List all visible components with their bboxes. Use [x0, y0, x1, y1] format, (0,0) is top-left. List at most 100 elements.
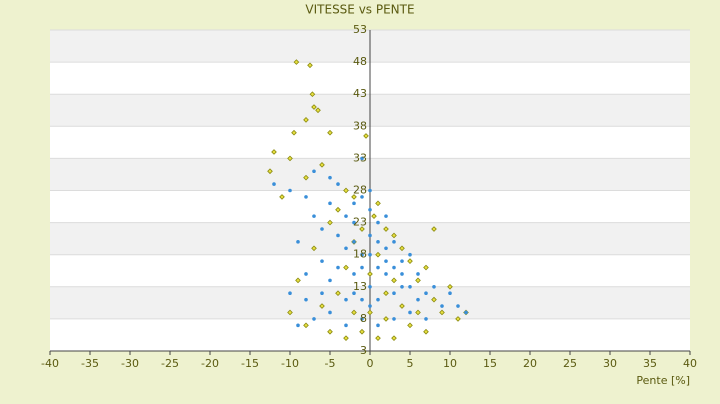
x-tick-label: -10 — [281, 357, 299, 370]
point — [399, 303, 405, 309]
point — [287, 309, 293, 316]
y-tick-label: 18 — [353, 248, 367, 261]
point — [384, 246, 388, 251]
point — [391, 232, 397, 239]
x-tick-label: -40 — [41, 357, 59, 370]
point — [431, 296, 437, 303]
point — [267, 168, 273, 175]
point — [371, 213, 377, 220]
point — [392, 265, 396, 270]
point — [383, 290, 389, 297]
x-tick-label: 5 — [407, 357, 414, 370]
y-tick-label: 3 — [360, 344, 367, 357]
point — [272, 182, 276, 186]
point — [336, 182, 340, 186]
point — [279, 194, 285, 200]
point — [336, 265, 340, 270]
x-tick-label: 0 — [367, 357, 374, 370]
point — [291, 129, 297, 136]
y-tick-label: 48 — [353, 55, 367, 68]
x-axis-label: Pente [%] — [636, 374, 690, 387]
point — [376, 220, 380, 225]
point — [431, 226, 437, 232]
point — [352, 220, 356, 225]
point — [399, 245, 405, 252]
x-tick-label: 20 — [523, 357, 537, 370]
point — [344, 214, 348, 218]
point — [416, 272, 420, 276]
point — [376, 240, 380, 244]
point — [423, 328, 429, 335]
point — [392, 240, 396, 244]
point — [415, 309, 421, 316]
point — [360, 156, 364, 161]
point — [309, 91, 316, 98]
point — [400, 285, 404, 289]
point — [448, 291, 452, 296]
point — [352, 272, 356, 276]
point — [407, 258, 413, 264]
point — [400, 272, 404, 276]
x-tick-label: -25 — [161, 357, 179, 370]
point — [360, 252, 364, 257]
y-tick-label: 53 — [353, 23, 367, 36]
point — [391, 277, 397, 284]
point — [368, 285, 372, 289]
point — [360, 195, 364, 199]
point — [312, 169, 316, 174]
point — [344, 246, 348, 251]
y-tick-label: 33 — [353, 151, 367, 164]
point — [383, 316, 389, 322]
x-tick-label: -30 — [121, 357, 139, 370]
point — [327, 219, 333, 226]
point — [376, 323, 380, 328]
point — [351, 194, 357, 200]
point — [367, 309, 373, 316]
point — [328, 175, 332, 180]
point — [375, 251, 381, 258]
point — [335, 290, 341, 297]
point — [312, 317, 316, 321]
point — [368, 233, 372, 238]
point — [304, 272, 308, 276]
point — [360, 297, 364, 302]
y-tick-label: 43 — [353, 87, 367, 100]
point — [391, 335, 397, 341]
point — [447, 283, 453, 290]
point — [408, 252, 412, 257]
point — [368, 252, 372, 257]
point — [319, 303, 325, 309]
point — [311, 104, 317, 110]
x-tick-label: -35 — [81, 357, 99, 370]
point — [303, 322, 309, 329]
point — [408, 285, 412, 289]
point — [320, 227, 324, 231]
point — [416, 297, 420, 302]
x-tick-label: 15 — [483, 357, 497, 370]
point — [304, 195, 308, 199]
point — [440, 304, 444, 308]
point — [343, 264, 349, 271]
point — [392, 291, 396, 296]
point — [351, 309, 357, 316]
point — [363, 133, 369, 139]
point — [328, 310, 332, 315]
point — [343, 335, 349, 341]
y-tick-label: 8 — [360, 312, 367, 325]
point — [303, 117, 309, 123]
x-tick-label: 40 — [683, 357, 697, 370]
point — [327, 328, 333, 335]
chart-title: VITESSE vs PENTE — [305, 3, 414, 17]
point — [315, 107, 321, 114]
point — [464, 310, 468, 315]
y-tick-label: 38 — [353, 119, 367, 132]
point — [307, 62, 313, 69]
point — [424, 317, 428, 321]
point — [384, 272, 388, 276]
y-tick-label: 23 — [353, 216, 367, 229]
point — [368, 304, 372, 308]
point — [344, 297, 348, 302]
point — [368, 207, 372, 212]
point — [424, 291, 428, 296]
